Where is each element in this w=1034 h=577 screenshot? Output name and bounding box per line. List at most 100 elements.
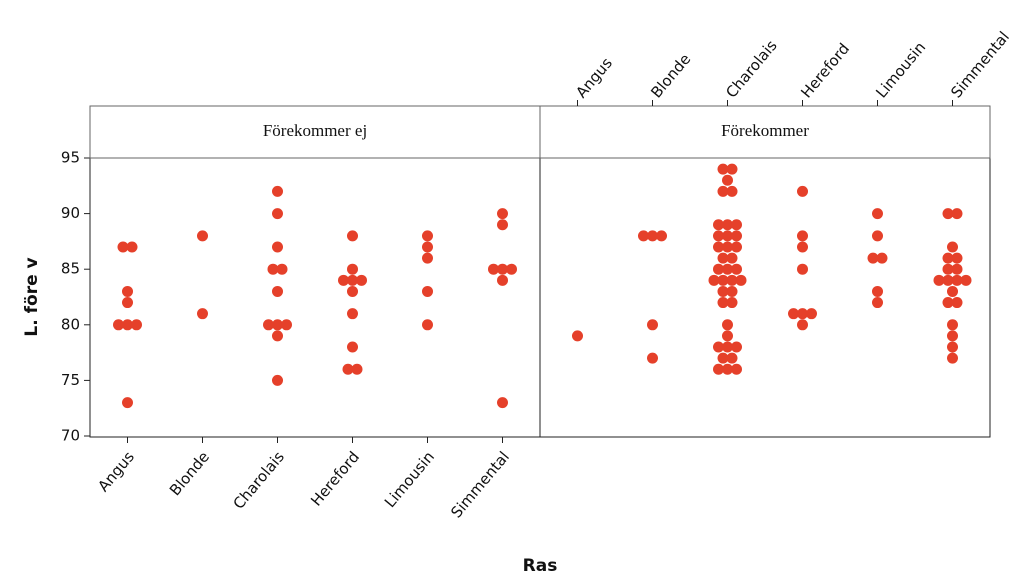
dot [122, 319, 133, 331]
dot [872, 208, 883, 220]
dot [717, 274, 729, 286]
dot [797, 263, 808, 275]
dot [338, 274, 349, 286]
dot [647, 352, 658, 364]
x-tick-label: Limousin [872, 38, 929, 101]
dot [872, 297, 883, 309]
dot [497, 397, 508, 409]
dot [272, 330, 283, 342]
y-tick-label: 75 [61, 371, 80, 389]
x-tick-label: Angus [572, 54, 616, 101]
dot [497, 263, 508, 275]
x-tick-label: Charolais [230, 448, 289, 513]
dot [647, 230, 658, 242]
strip [539, 105, 991, 159]
dot [947, 352, 958, 364]
dot [731, 263, 742, 275]
dot [347, 341, 358, 353]
dot [717, 285, 729, 297]
dot [722, 341, 733, 353]
dot [872, 230, 883, 242]
dot [951, 252, 963, 264]
dot [717, 352, 729, 364]
y-tick-label: 70 [61, 427, 80, 445]
dot [717, 252, 729, 264]
dot [726, 185, 738, 197]
x-tick-label: Limousin [381, 448, 438, 511]
dot [267, 263, 279, 275]
dot [197, 308, 208, 320]
dot [797, 308, 808, 320]
dot [272, 285, 283, 297]
dot [735, 274, 747, 286]
x-tick-label: Charolais [722, 36, 781, 101]
dot [726, 352, 738, 364]
dot [947, 319, 958, 331]
dot [497, 219, 508, 231]
strip: Förekommer [721, 121, 809, 140]
dot [722, 319, 733, 331]
dot [342, 363, 354, 375]
dot [263, 319, 274, 331]
dot [272, 241, 283, 253]
dot [722, 330, 733, 342]
dot [647, 319, 658, 331]
dot [797, 241, 808, 253]
y-tick-label: 80 [61, 315, 80, 333]
dot [951, 274, 963, 286]
y-axis-title: L. före v [22, 257, 42, 336]
dot [867, 252, 879, 264]
dot [422, 241, 433, 253]
dot [942, 208, 954, 220]
dot [713, 363, 724, 375]
dot [717, 163, 729, 175]
dot [656, 230, 667, 242]
dot [131, 319, 142, 331]
dot [347, 263, 358, 275]
dot [347, 285, 358, 297]
dot [797, 185, 808, 197]
strip: Förekommer ej [263, 121, 367, 140]
dot [876, 252, 888, 264]
x-tick-label: Simmental [447, 448, 513, 522]
dot [347, 230, 358, 242]
dot [113, 319, 124, 331]
dot [351, 363, 363, 375]
dot [347, 308, 358, 320]
dot [422, 230, 433, 242]
dot [951, 263, 963, 275]
y-tick-label: 90 [61, 204, 80, 222]
dot [272, 374, 283, 386]
dot [951, 297, 963, 309]
dot [122, 285, 133, 297]
dot [713, 241, 724, 253]
dot [122, 397, 133, 409]
dot [942, 274, 954, 286]
dot [117, 241, 129, 253]
dot [422, 319, 433, 331]
dot [356, 274, 367, 286]
dot [731, 241, 742, 253]
y-tick-label: 85 [61, 260, 80, 278]
x-tick-label: Hereford [797, 40, 853, 102]
dot [506, 263, 517, 275]
dot [726, 252, 738, 264]
dot [488, 263, 499, 275]
dot [947, 330, 958, 342]
dot [942, 297, 954, 309]
dot [347, 274, 358, 286]
dot [638, 230, 649, 242]
dot [276, 263, 288, 275]
dot [726, 274, 738, 286]
dot [713, 230, 724, 242]
dot [942, 263, 954, 275]
x-axis-title: Ras [523, 556, 558, 576]
dot [713, 341, 724, 353]
x-tick-label: Angus [94, 448, 138, 495]
dot [122, 297, 133, 309]
dot [947, 285, 958, 297]
dot [272, 185, 283, 197]
dot [722, 174, 733, 186]
x-tick-label: Blonde [166, 448, 213, 499]
dot [572, 330, 583, 342]
